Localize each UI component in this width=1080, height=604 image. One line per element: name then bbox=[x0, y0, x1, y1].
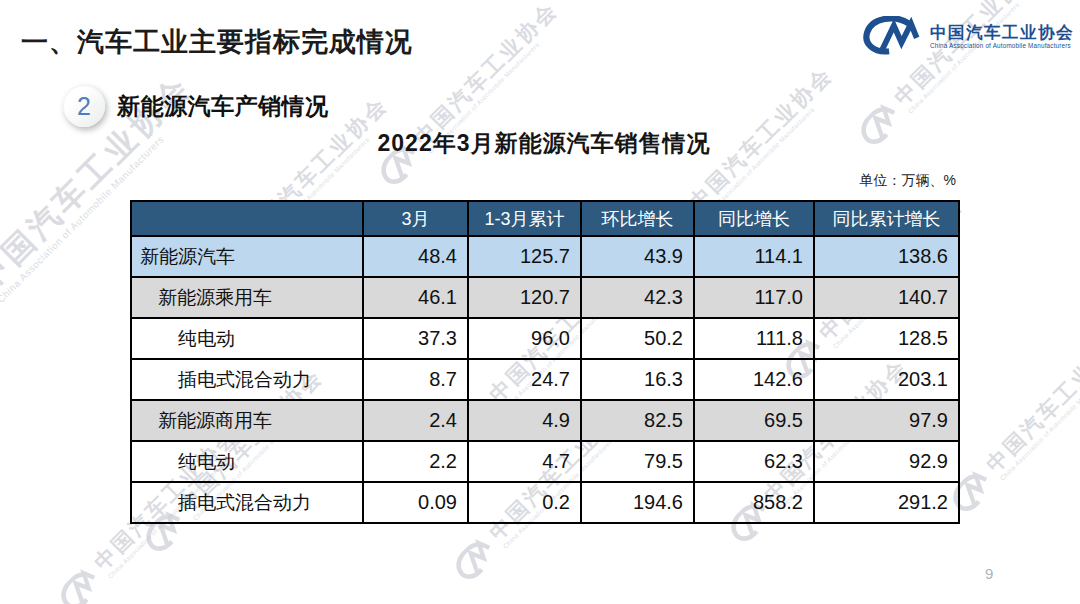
table-row: 纯电动37.396.050.2111.8128.5 bbox=[131, 318, 959, 359]
cell-value: 194.6 bbox=[581, 482, 694, 523]
cell-value: 8.7 bbox=[363, 359, 468, 400]
table-row: 新能源汽车48.4125.743.9114.1138.6 bbox=[131, 236, 959, 277]
table-row: 新能源商用车2.44.982.569.597.9 bbox=[131, 400, 959, 441]
row-label: 纯电动 bbox=[131, 441, 363, 482]
col-header-empty bbox=[131, 201, 363, 236]
cell-value: 46.1 bbox=[363, 277, 468, 318]
cell-value: 96.0 bbox=[468, 318, 581, 359]
table-title: 2022年3月新能源汽车销售情况 bbox=[130, 128, 958, 159]
col-header: 环比增长 bbox=[581, 201, 694, 236]
slide-content: 一、汽车工业主要指标完成情况 中国汽车工业协会 China Associatio… bbox=[0, 0, 1080, 604]
cell-value: 37.3 bbox=[363, 318, 468, 359]
cell-value: 291.2 bbox=[814, 482, 959, 523]
cam-logo-text: 中国汽车工业协会 China Association of Automobile… bbox=[930, 23, 1074, 49]
cell-value: 4.7 bbox=[468, 441, 581, 482]
row-label: 插电式混合动力 bbox=[131, 359, 363, 400]
cell-value: 117.0 bbox=[694, 277, 814, 318]
page-title: 一、汽车工业主要指标完成情况 bbox=[21, 24, 413, 60]
cell-value: 2.2 bbox=[363, 441, 468, 482]
cell-value: 69.5 bbox=[694, 400, 814, 441]
cell-value: 114.1 bbox=[694, 236, 814, 277]
table-row: 插电式混合动力8.724.716.3142.6203.1 bbox=[131, 359, 959, 400]
table-header-row: 3月1-3月累计环比增长同比增长同比累计增长 bbox=[131, 201, 959, 236]
col-header: 同比累计增长 bbox=[814, 201, 959, 236]
table-row: 插电式混合动力0.090.2194.6858.2291.2 bbox=[131, 482, 959, 523]
cell-value: 120.7 bbox=[468, 277, 581, 318]
cell-value: 0.09 bbox=[363, 482, 468, 523]
table-row: 纯电动2.24.779.562.392.9 bbox=[131, 441, 959, 482]
cell-value: 138.6 bbox=[814, 236, 959, 277]
cell-value: 92.9 bbox=[814, 441, 959, 482]
cell-value: 24.7 bbox=[468, 359, 581, 400]
section-title: 新能源汽车产销情况 bbox=[117, 91, 329, 122]
cam-logo-mark-icon bbox=[860, 16, 922, 56]
cell-value: 203.1 bbox=[814, 359, 959, 400]
row-label: 新能源汽车 bbox=[131, 236, 363, 277]
col-header: 同比增长 bbox=[694, 201, 814, 236]
cell-value: 62.3 bbox=[694, 441, 814, 482]
cam-logo-name-en: China Association of Automobile Manufact… bbox=[930, 42, 1074, 49]
col-header: 1-3月累计 bbox=[468, 201, 581, 236]
cell-value: 42.3 bbox=[581, 277, 694, 318]
unit-label: 单位：万辆、% bbox=[130, 172, 956, 190]
cell-value: 142.6 bbox=[694, 359, 814, 400]
row-label: 纯电动 bbox=[131, 318, 363, 359]
cell-value: 48.4 bbox=[363, 236, 468, 277]
row-label: 新能源乘用车 bbox=[131, 277, 363, 318]
cell-value: 4.9 bbox=[468, 400, 581, 441]
row-label: 插电式混合动力 bbox=[131, 482, 363, 523]
cell-value: 43.9 bbox=[581, 236, 694, 277]
cell-value: 79.5 bbox=[581, 441, 694, 482]
cam-logo-name-cn: 中国汽车工业协会 bbox=[930, 23, 1074, 42]
col-header: 3月 bbox=[363, 201, 468, 236]
cell-value: 82.5 bbox=[581, 400, 694, 441]
cam-logo: 中国汽车工业协会 China Association of Automobile… bbox=[860, 16, 1074, 56]
sales-table-body: 新能源汽车48.4125.743.9114.1138.6新能源乘用车46.112… bbox=[131, 236, 959, 523]
cell-value: 125.7 bbox=[468, 236, 581, 277]
table-row: 新能源乘用车46.1120.742.3117.0140.7 bbox=[131, 277, 959, 318]
section-number-badge: 2 bbox=[63, 85, 105, 127]
cell-value: 97.9 bbox=[814, 400, 959, 441]
cell-value: 140.7 bbox=[814, 277, 959, 318]
page-number: 9 bbox=[985, 565, 993, 582]
cell-value: 858.2 bbox=[694, 482, 814, 523]
row-label: 新能源商用车 bbox=[131, 400, 363, 441]
sales-table: 3月1-3月累计环比增长同比增长同比累计增长 新能源汽车48.4125.743.… bbox=[130, 200, 960, 524]
cell-value: 50.2 bbox=[581, 318, 694, 359]
cell-value: 111.8 bbox=[694, 318, 814, 359]
cell-value: 0.2 bbox=[468, 482, 581, 523]
slide: 中国汽车工业协会 China Association of Automobile… bbox=[0, 0, 1080, 604]
cell-value: 16.3 bbox=[581, 359, 694, 400]
section-header: 2 新能源汽车产销情况 bbox=[63, 85, 329, 127]
cell-value: 2.4 bbox=[363, 400, 468, 441]
cell-value: 128.5 bbox=[814, 318, 959, 359]
